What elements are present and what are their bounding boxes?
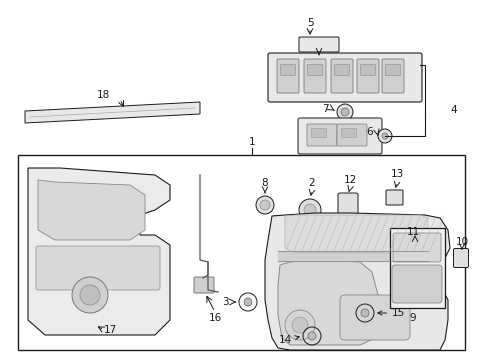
Text: 5: 5 <box>306 18 313 28</box>
FancyBboxPatch shape <box>356 59 378 93</box>
Text: 3: 3 <box>221 297 228 307</box>
Text: 10: 10 <box>454 237 468 247</box>
FancyBboxPatch shape <box>341 129 356 138</box>
Circle shape <box>304 204 315 216</box>
Polygon shape <box>278 260 379 345</box>
FancyBboxPatch shape <box>337 193 357 215</box>
FancyBboxPatch shape <box>334 64 349 76</box>
FancyBboxPatch shape <box>298 37 338 52</box>
FancyBboxPatch shape <box>330 59 352 93</box>
Text: 6: 6 <box>366 127 372 137</box>
Text: 1: 1 <box>248 137 255 147</box>
FancyBboxPatch shape <box>385 64 400 76</box>
Circle shape <box>80 285 100 305</box>
FancyBboxPatch shape <box>452 248 468 267</box>
Text: 2: 2 <box>308 178 315 188</box>
FancyBboxPatch shape <box>336 124 366 146</box>
FancyBboxPatch shape <box>267 53 421 102</box>
Bar <box>18 155 464 350</box>
Polygon shape <box>38 180 145 240</box>
FancyBboxPatch shape <box>385 190 402 205</box>
Circle shape <box>377 129 391 143</box>
FancyBboxPatch shape <box>339 295 409 340</box>
Circle shape <box>260 200 269 210</box>
Text: 12: 12 <box>343 175 356 185</box>
Circle shape <box>381 133 387 139</box>
FancyBboxPatch shape <box>381 59 403 93</box>
FancyBboxPatch shape <box>360 64 375 76</box>
Polygon shape <box>25 102 200 123</box>
FancyBboxPatch shape <box>307 64 322 76</box>
Text: 15: 15 <box>377 308 405 318</box>
Polygon shape <box>264 213 449 350</box>
Text: 18: 18 <box>96 90 109 100</box>
Circle shape <box>72 277 108 313</box>
Text: 4: 4 <box>449 105 456 115</box>
Circle shape <box>291 317 307 333</box>
FancyBboxPatch shape <box>280 64 295 76</box>
Text: 9: 9 <box>409 313 415 323</box>
Text: 8: 8 <box>261 178 268 188</box>
Circle shape <box>307 332 315 340</box>
Circle shape <box>340 108 348 116</box>
Text: 16: 16 <box>208 313 221 323</box>
FancyBboxPatch shape <box>276 59 298 93</box>
Circle shape <box>244 298 251 306</box>
FancyBboxPatch shape <box>392 233 440 262</box>
Text: 11: 11 <box>406 227 419 237</box>
FancyBboxPatch shape <box>306 124 336 146</box>
Text: 14: 14 <box>278 335 299 345</box>
Text: 17: 17 <box>103 325 116 335</box>
Circle shape <box>285 310 314 340</box>
Text: 13: 13 <box>389 169 403 179</box>
Text: 7: 7 <box>321 104 327 114</box>
Bar <box>389 228 444 308</box>
FancyBboxPatch shape <box>297 118 381 154</box>
Circle shape <box>298 199 320 221</box>
FancyBboxPatch shape <box>194 277 214 293</box>
FancyBboxPatch shape <box>391 265 441 303</box>
Polygon shape <box>28 168 170 335</box>
FancyBboxPatch shape <box>311 129 326 138</box>
Circle shape <box>360 309 368 317</box>
Polygon shape <box>285 215 427 253</box>
FancyBboxPatch shape <box>304 59 325 93</box>
Circle shape <box>256 196 273 214</box>
FancyBboxPatch shape <box>36 246 160 290</box>
Circle shape <box>336 104 352 120</box>
